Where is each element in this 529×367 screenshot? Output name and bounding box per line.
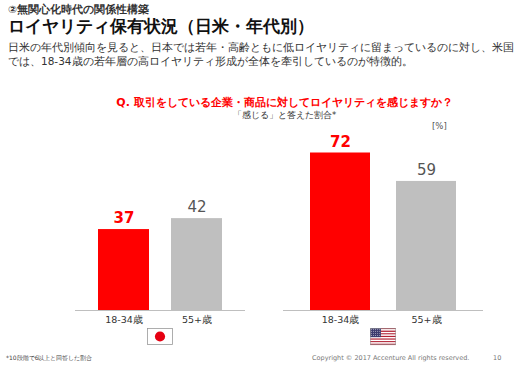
svg-text:72: 72 <box>330 133 351 151</box>
svg-text:42: 42 <box>187 198 206 216</box>
html-text:②無関心化時代の関係性構築: ②無関心化時代の関係性構築 <box>8 3 149 15</box>
svg-text:18-34歳: 18-34歳 <box>322 314 360 325</box>
svg-text:37: 37 <box>114 209 135 227</box>
html-text:日米の年代別傾向を見ると、日本では若年・高齢ともに低ロイヤリ: 日米の年代別傾向を見ると、日本では若年・高齢ともに低ロイヤリティに留まっているの… <box>8 41 514 67</box>
html-text:10: 10 <box>493 354 502 362</box>
svg-text:55+歳: 55+歳 <box>411 314 441 325</box>
svg-text:59: 59 <box>417 161 436 179</box>
svg-text:18-34歳: 18-34歳 <box>105 314 143 325</box>
svg-text:55+歳: 55+歳 <box>182 314 212 325</box>
html-text:Copyright © 2017 Accenture All: Copyright © 2017 Accenture All rights re… <box>312 354 470 362</box>
html-text:*10段階で6以上と回答した割合: *10段階で6以上と回答した割合 <box>6 354 93 361</box>
html-text:ロイヤリティ保有状況（日米・年代別）: ロイヤリティ保有状況（日米・年代別） <box>8 16 314 36</box>
html-text:「感じる」と答えた割合*: 「感じる」と答えた割合* <box>232 110 337 120</box>
html-text:Q. 取引をしている企業・商品に対してロイヤリティを感じます: Q. 取引をしている企業・商品に対してロイヤリティを感じますか？ <box>116 96 453 109</box>
